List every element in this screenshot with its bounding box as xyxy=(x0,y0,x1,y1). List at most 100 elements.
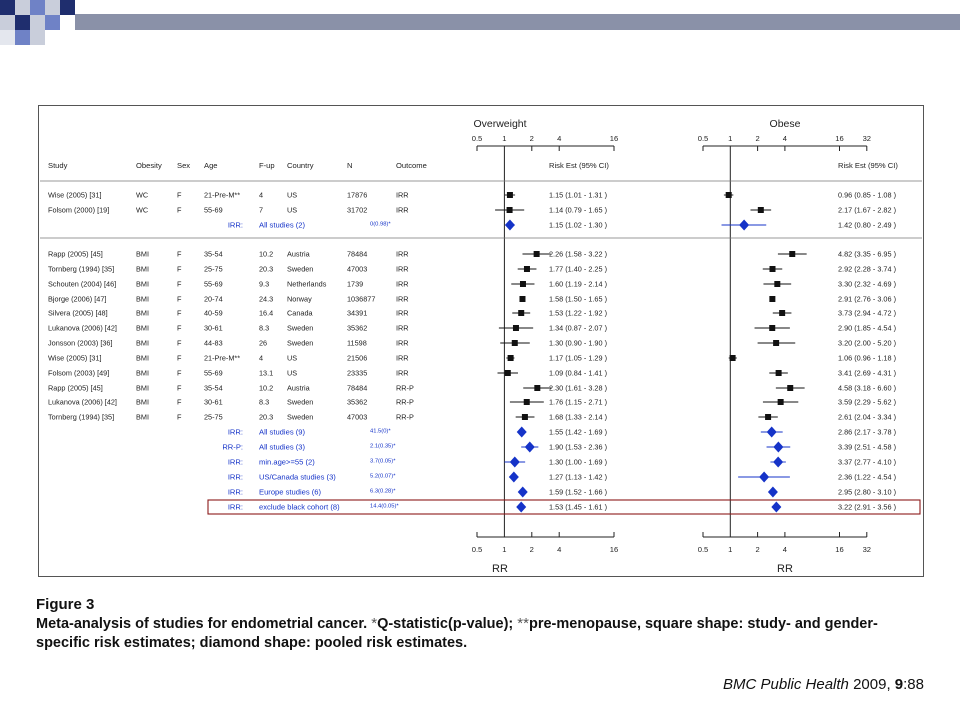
study-fup: 13.1 xyxy=(259,369,273,378)
obese-point-square xyxy=(729,355,736,361)
risk-estimate-obese: 2.92 (2.28 - 3.74 ) xyxy=(838,265,896,274)
study-fup: 16.4 xyxy=(259,309,273,318)
overweight-point-square xyxy=(511,340,518,346)
risk-estimate-overweight: 2.30 (1.61 - 3.28 ) xyxy=(549,384,607,393)
study-n: 78484 xyxy=(347,250,367,259)
risk-estimate-obese: 3.73 (2.94 - 4.72 ) xyxy=(838,309,896,318)
obese-point-square xyxy=(774,281,781,287)
study-country: Sweden xyxy=(287,398,313,407)
study-outcome: IRR xyxy=(396,280,409,289)
study-name: Silvera (2005) [48] xyxy=(48,309,108,318)
study-fup: 10.2 xyxy=(259,384,273,393)
deco-square-blue-2 xyxy=(45,15,60,30)
study-name: Lukanova (2006) [42] xyxy=(48,324,117,333)
pooled-prefix: IRR: xyxy=(228,488,243,497)
pooled-prefix: IRR: xyxy=(228,473,243,482)
study-outcome: IRR xyxy=(396,309,409,318)
overweight-top-tick-label: 0.5 xyxy=(472,134,483,143)
risk-estimate-obese: 0.96 (0.85 - 1.08 ) xyxy=(838,191,896,200)
risk-estimate-overweight: 1.55 (1.42 - 1.69 ) xyxy=(549,428,607,437)
pooled-q-statistic: 41.5(0)* xyxy=(370,429,391,435)
obese-point-square xyxy=(773,340,780,346)
study-n: 31702 xyxy=(347,206,367,215)
study-n: 23335 xyxy=(347,369,367,378)
study-age: 55-69 xyxy=(204,280,223,289)
pooled-label: US/Canada studies (3) xyxy=(259,473,336,482)
risk-estimate-overweight: 1.90 (1.53 - 2.36 ) xyxy=(549,443,607,452)
study-outcome: IRR xyxy=(396,265,409,274)
study-fup: 26 xyxy=(259,339,267,348)
study-n: 35362 xyxy=(347,398,367,407)
study-name: Tornberg (1994) [35] xyxy=(48,413,114,422)
overweight-point-square xyxy=(507,355,514,361)
panel-title-overweight: Overweight xyxy=(473,118,526,130)
study-name: Wise (2005) [31] xyxy=(48,354,102,363)
risk-estimate-overweight: 1.14 (0.79 - 1.65 ) xyxy=(549,206,607,215)
study-n: 1036877 xyxy=(347,295,375,304)
study-age: 55-69 xyxy=(204,369,223,378)
obese-top-tick-label: 0.5 xyxy=(698,134,709,143)
header-obesity: Obesity xyxy=(136,161,162,170)
study-outcome: RR-P xyxy=(396,384,414,393)
x-axis-label-overweight: RR xyxy=(492,563,508,575)
risk-estimate-overweight: 2.26 (1.58 - 3.22 ) xyxy=(549,250,607,259)
risk-estimate-overweight: 1.59 (1.52 - 1.66 ) xyxy=(549,488,607,497)
header-sex: Sex xyxy=(177,161,190,170)
citation-pages: :88 xyxy=(903,676,924,693)
obese-point-square xyxy=(789,251,796,257)
overweight-bottom-tick-label: 4 xyxy=(557,545,561,554)
overweight-pooled-diamond xyxy=(504,219,515,231)
header-risk-obese: Risk Est (95% CI) xyxy=(838,161,898,170)
study-obesity: WC xyxy=(136,206,148,215)
study-country: Norway xyxy=(287,295,312,304)
study-obesity: BMI xyxy=(136,398,149,407)
deco-square-light-4 xyxy=(30,15,45,30)
obese-bottom-tick-label: 32 xyxy=(863,545,871,554)
study-age: 35-54 xyxy=(204,250,223,259)
overweight-point-square xyxy=(519,281,526,287)
pooled-prefix: IRR: xyxy=(228,458,243,467)
risk-estimate-overweight: 1.60 (1.19 - 2.14 ) xyxy=(549,280,607,289)
study-sex: F xyxy=(177,280,182,289)
study-sex: F xyxy=(177,369,182,378)
obese-point-square xyxy=(775,370,782,376)
deco-square-blue-3 xyxy=(15,30,30,45)
risk-estimate-obese: 3.37 (2.77 - 4.10 ) xyxy=(838,458,896,467)
overweight-point-square xyxy=(518,310,525,316)
risk-estimate-obese: 4.82 (3.35 - 6.95 ) xyxy=(838,250,896,259)
obese-top-tick-label: 2 xyxy=(755,134,759,143)
study-age: 44-83 xyxy=(204,339,223,348)
deco-square-light-6 xyxy=(0,30,15,45)
obese-point-square xyxy=(777,399,784,405)
overweight-bottom-tick-label: 2 xyxy=(530,545,534,554)
study-obesity: BMI xyxy=(136,384,149,393)
overweight-point-square xyxy=(504,370,511,376)
study-name: Rapp (2005) [45] xyxy=(48,384,103,393)
risk-estimate-obese: 3.22 (2.91 - 3.56 ) xyxy=(838,503,896,512)
overweight-point-square xyxy=(506,207,513,213)
obese-pooled-diamond xyxy=(739,219,750,231)
study-age: 21-Pre-M** xyxy=(204,191,240,200)
study-country: US xyxy=(287,206,297,215)
risk-estimate-obese: 4.58 (3.18 - 6.60 ) xyxy=(838,384,896,393)
obese-point-square xyxy=(769,296,776,302)
study-n: 47003 xyxy=(347,265,367,274)
axes-layer: 0.5 0.5 1 1 2 2 4 4 16 16 0.5 0.5 1 1 2 2 4 4 16 16 32 32 xyxy=(472,134,871,554)
study-age: 35-54 xyxy=(204,384,223,393)
study-fup: 9.3 xyxy=(259,280,269,289)
risk-estimate-overweight: 1.09 (0.84 - 1.41 ) xyxy=(549,369,607,378)
study-sex: F xyxy=(177,354,182,363)
risk-estimate-obese: 2.91 (2.76 - 3.06 ) xyxy=(838,295,896,304)
study-name: Bjorge (2006) [47] xyxy=(48,295,106,304)
study-obesity: BMI xyxy=(136,354,149,363)
study-sex: F xyxy=(177,191,182,200)
study-sex: F xyxy=(177,206,182,215)
deco-square-navy-2 xyxy=(60,0,75,15)
caption-mid: Q-statistic(p-value); xyxy=(377,616,514,632)
overweight-point-square xyxy=(512,325,519,331)
study-obesity: BMI xyxy=(136,250,149,259)
obese-top-tick-label: 16 xyxy=(835,134,843,143)
risk-estimate-obese: 3.59 (2.29 - 5.62 ) xyxy=(838,398,896,407)
study-country: Netherlands xyxy=(287,280,327,289)
study-n: 78484 xyxy=(347,384,367,393)
